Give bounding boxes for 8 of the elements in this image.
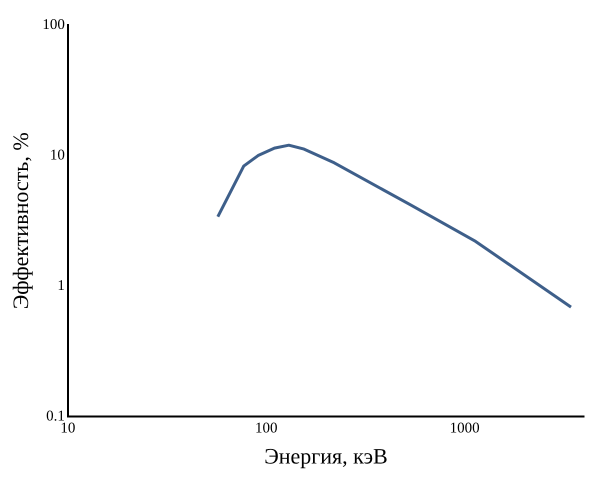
x-axis-title: Энергия, кэВ — [264, 444, 388, 469]
y-tick-label: 10 — [50, 147, 65, 164]
y-tick-label: 1 — [57, 278, 65, 294]
y-axis-title: Эффективность, % — [8, 132, 33, 310]
x-tick-label: 100 — [254, 420, 278, 437]
y-tick-label: 100 — [42, 16, 65, 33]
x-tick-label: 10 — [60, 420, 76, 437]
x-tick-label: 1000 — [450, 420, 480, 437]
